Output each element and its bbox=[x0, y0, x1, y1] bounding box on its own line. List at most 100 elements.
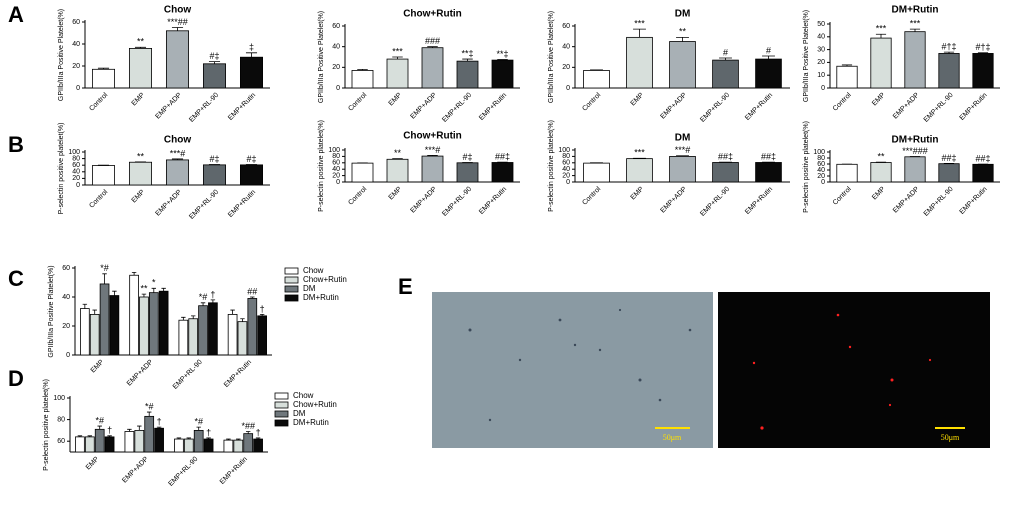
y-tick-label: 100 bbox=[53, 395, 65, 402]
error-bar bbox=[190, 315, 196, 319]
bar bbox=[386, 58, 409, 89]
y-tick-label: 0 bbox=[336, 85, 340, 92]
significance-label: ** bbox=[679, 27, 687, 37]
y-tick-label: 40 bbox=[332, 44, 340, 51]
y-tick-label: 40 bbox=[332, 166, 340, 173]
significance-label: #‡ bbox=[209, 154, 219, 164]
error-bar bbox=[462, 58, 473, 62]
significance-label: ##‡ bbox=[975, 154, 990, 164]
significance-label: ** bbox=[877, 152, 885, 162]
error-bar bbox=[719, 57, 732, 61]
bar bbox=[237, 321, 248, 356]
significance-label: ##‡ bbox=[718, 152, 733, 162]
x-tick-label: EMP bbox=[871, 92, 887, 108]
error-bar bbox=[497, 59, 508, 61]
bar bbox=[421, 155, 444, 183]
y-tick-label: 20 bbox=[62, 323, 70, 330]
micrograph-brightfield: 50μm bbox=[432, 292, 713, 448]
error-bar bbox=[171, 27, 184, 31]
x-tick-label: Control bbox=[832, 91, 853, 112]
error-bar bbox=[427, 46, 438, 48]
bar bbox=[938, 163, 960, 183]
significance-label: *** bbox=[634, 18, 645, 28]
legend-swatch bbox=[284, 294, 299, 302]
y-tick-label: 60 bbox=[62, 265, 70, 272]
y-tick-label: 40 bbox=[817, 34, 825, 41]
bar bbox=[626, 158, 653, 183]
bar bbox=[165, 159, 189, 186]
bar bbox=[165, 30, 189, 89]
significance-label: ### bbox=[425, 36, 440, 46]
x-tick-label: EMP+Rutin bbox=[227, 92, 257, 122]
bar bbox=[198, 305, 208, 356]
significance-label: *# bbox=[95, 415, 104, 425]
y-tick-label: 40 bbox=[817, 167, 825, 174]
bar bbox=[128, 48, 152, 89]
y-tick-label: 0 bbox=[821, 179, 825, 186]
y-axis-label: P-selectin positive platelet(%) bbox=[548, 120, 555, 212]
significance-label: **‡ bbox=[496, 49, 508, 59]
x-tick-label: EMP bbox=[90, 359, 106, 375]
bar bbox=[188, 318, 199, 356]
x-tick-label: EMP+Rutin bbox=[223, 359, 253, 389]
y-tick-label: 20 bbox=[562, 64, 570, 71]
bar bbox=[129, 274, 139, 356]
error-bar bbox=[151, 287, 157, 293]
error-bar bbox=[841, 64, 853, 67]
bar bbox=[456, 60, 479, 89]
bar bbox=[755, 162, 782, 183]
y-tick-label: 40 bbox=[562, 166, 570, 173]
x-tick-label: EMP+RL-90 bbox=[923, 92, 955, 124]
y-axis-label: P-selectin positive platelet(%) bbox=[318, 120, 325, 212]
chart-title: Chow+Rutin bbox=[403, 131, 462, 142]
y-tick-label: 20 bbox=[562, 172, 570, 179]
y-tick-label: 60 bbox=[817, 161, 825, 168]
significance-label: ##‡ bbox=[495, 152, 510, 162]
legend-swatch bbox=[284, 285, 299, 293]
y-axis-label: P-selectin positive platelet(%) bbox=[803, 121, 810, 213]
bar bbox=[669, 155, 696, 183]
y-tick-label: 40 bbox=[562, 44, 570, 51]
y-tick-label: 10 bbox=[817, 72, 825, 79]
error-bar bbox=[633, 28, 646, 38]
y-tick-label: 20 bbox=[817, 59, 825, 66]
significance-label: ** bbox=[394, 148, 402, 158]
x-tick-label: Control bbox=[88, 188, 109, 209]
significance-label: ## bbox=[247, 286, 257, 296]
legend-swatch bbox=[274, 392, 289, 400]
x-tick-label: EMP+Rutin bbox=[959, 186, 989, 216]
legend-label: Chow bbox=[293, 391, 314, 400]
x-tick-label: EMP+ADP bbox=[659, 92, 688, 121]
significance-label: ***### bbox=[902, 146, 928, 156]
significance-label: ** bbox=[140, 283, 148, 293]
error-bar bbox=[357, 69, 368, 71]
error-bar bbox=[206, 437, 211, 440]
significance-label: ***# bbox=[170, 148, 186, 158]
bar bbox=[99, 283, 110, 356]
y-tick-label: 30 bbox=[817, 46, 825, 53]
error-bar bbox=[909, 28, 921, 32]
error-bar bbox=[97, 425, 102, 430]
y-tick-label: 60 bbox=[332, 23, 340, 30]
error-bar bbox=[181, 316, 186, 321]
y-tick-label: 0 bbox=[821, 85, 825, 92]
x-tick-label: EMP bbox=[131, 189, 147, 205]
error-bar bbox=[236, 438, 241, 441]
chart-title: Chow+Rutin bbox=[403, 9, 462, 20]
y-axis-label: P-selectin positive platelet(%) bbox=[43, 379, 50, 471]
y-tick-label: 100 bbox=[813, 149, 825, 156]
bar bbox=[128, 161, 152, 186]
significance-label: † bbox=[107, 425, 112, 435]
significance-label: #‡ bbox=[209, 51, 219, 61]
x-tick-label: EMP+RL-90 bbox=[167, 456, 199, 488]
error-bar bbox=[875, 33, 887, 39]
x-tick-label: EMP+ADP bbox=[409, 186, 438, 215]
x-tick-label: EMP+Rutin bbox=[478, 186, 508, 216]
y-tick-label: 60 bbox=[57, 438, 65, 445]
significance-label: ***## bbox=[167, 17, 188, 27]
x-tick-label: EMP bbox=[630, 92, 646, 108]
y-tick-label: 0 bbox=[566, 179, 570, 186]
x-tick-label: EMP+ADP bbox=[126, 359, 155, 388]
y-tick-label: 80 bbox=[562, 153, 570, 160]
x-tick-label: EMP bbox=[388, 92, 404, 108]
